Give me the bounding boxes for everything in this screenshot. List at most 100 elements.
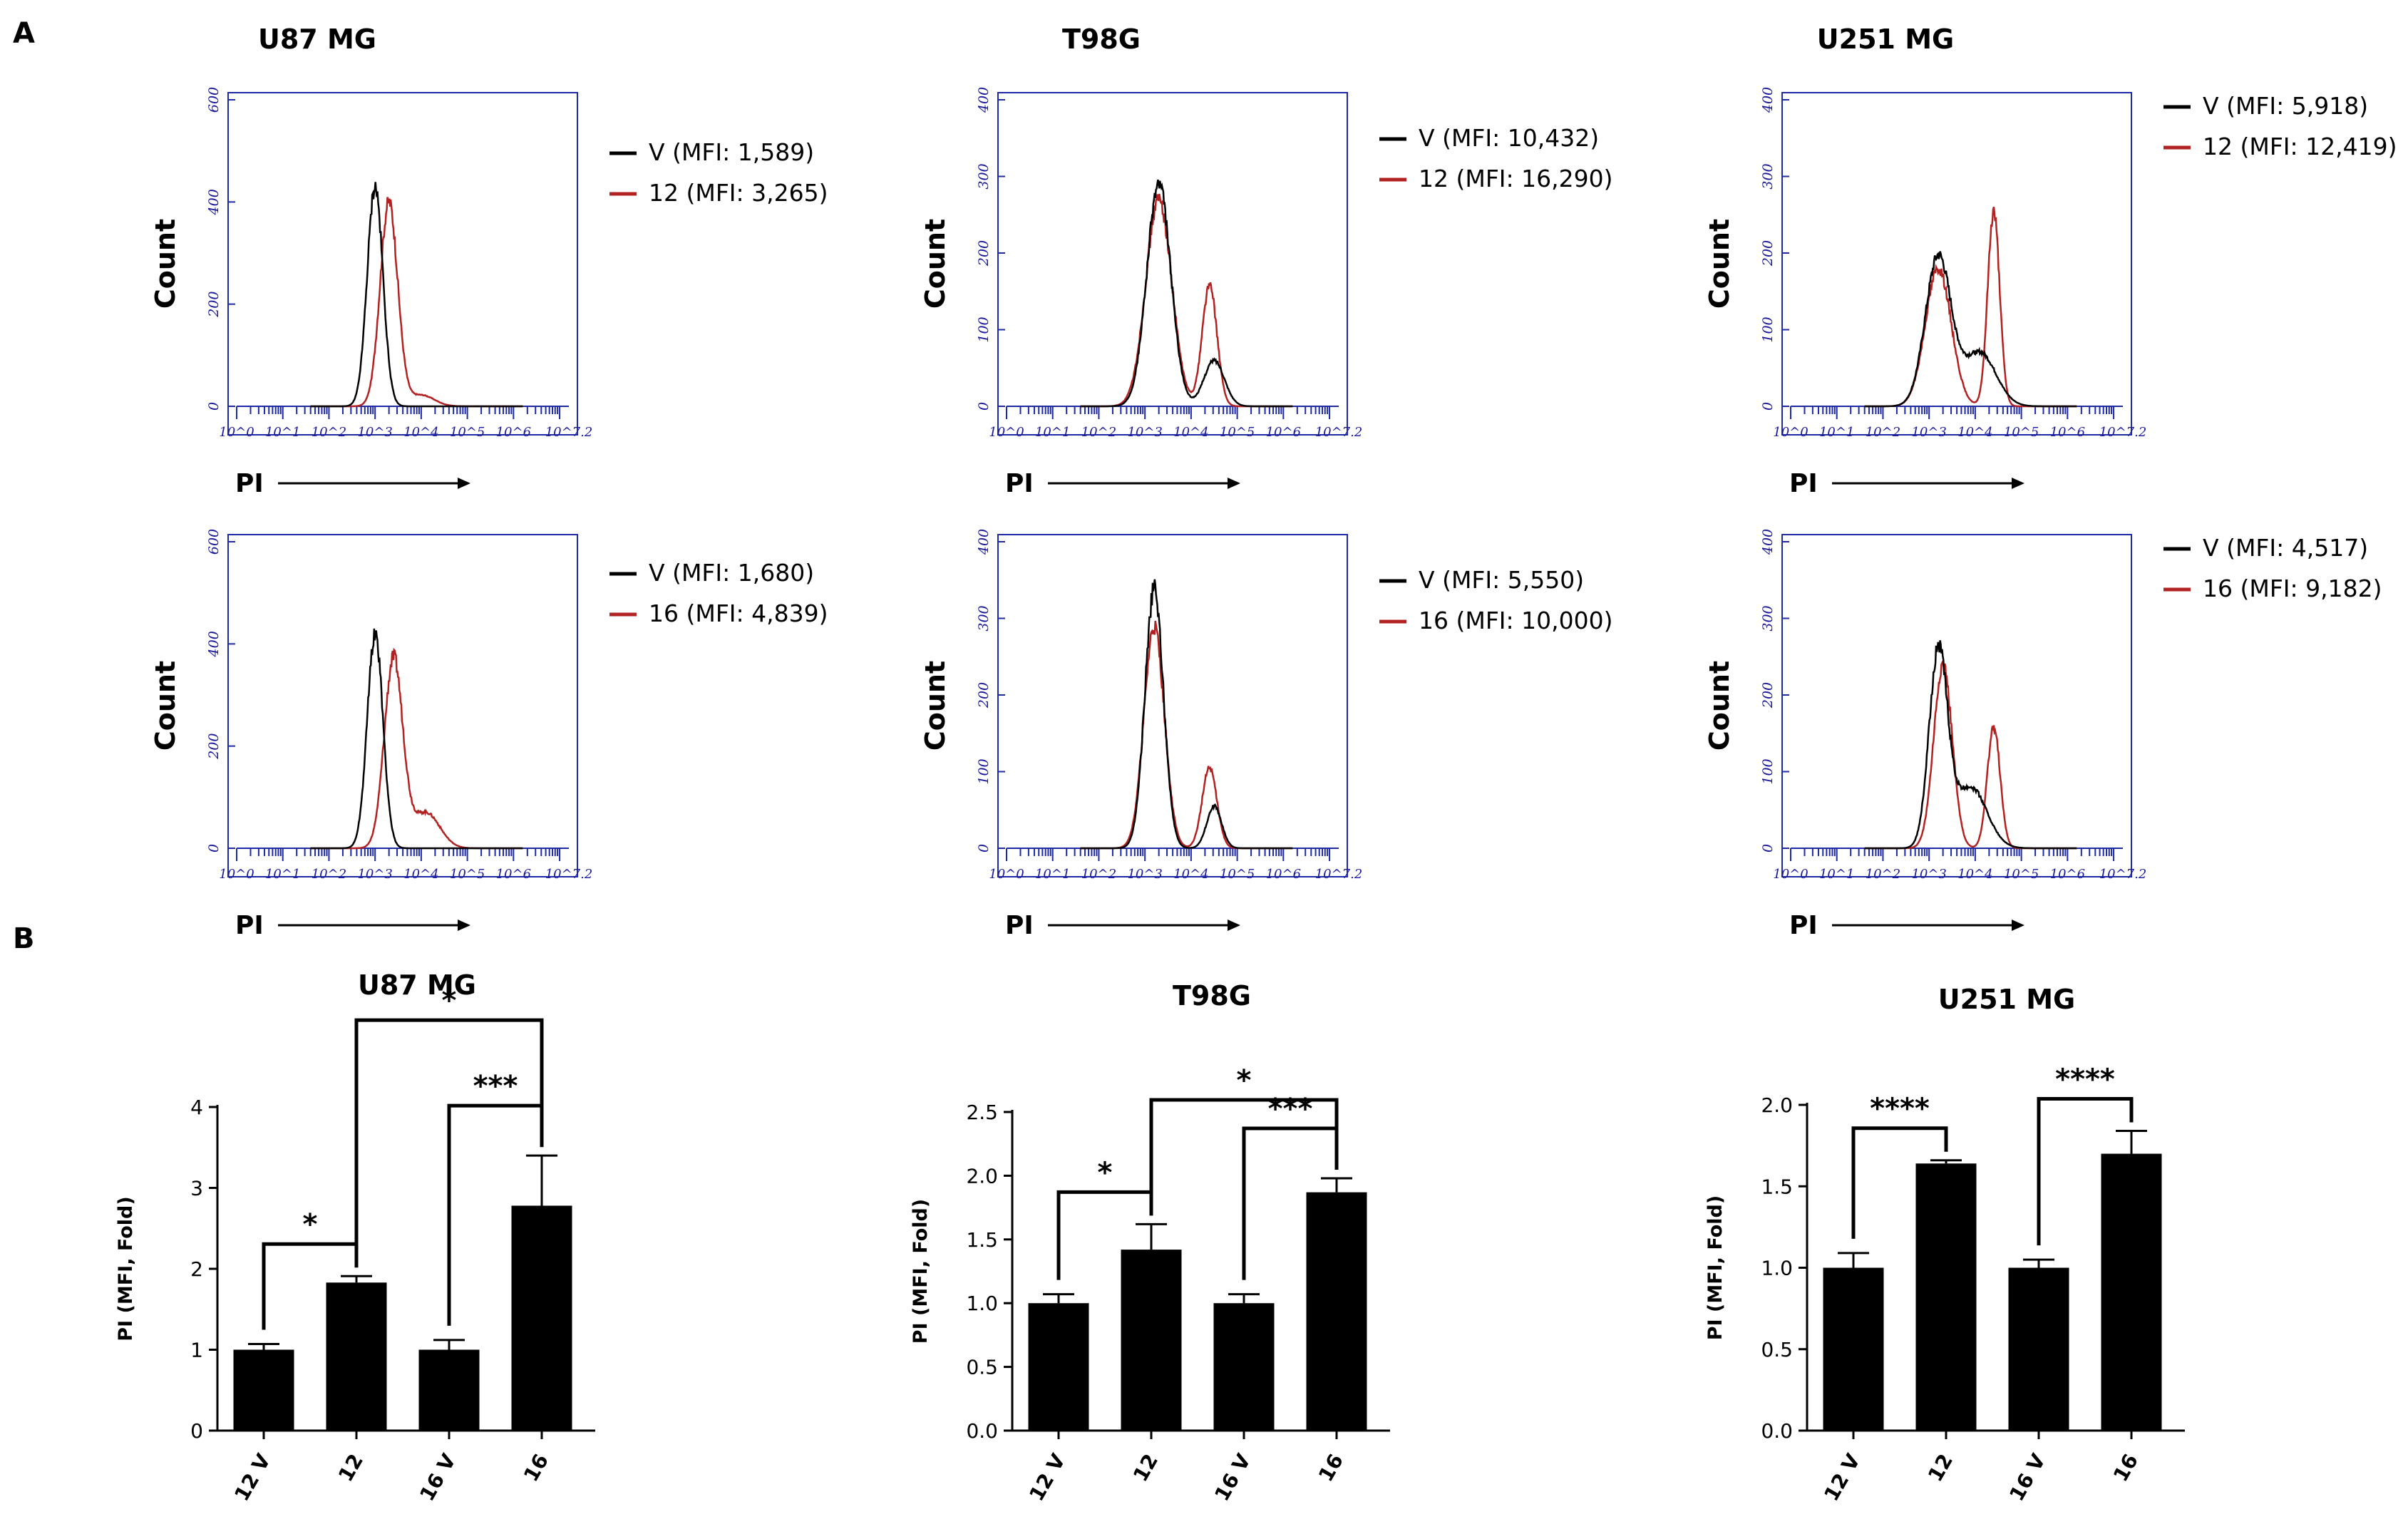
bar [1915, 1163, 1977, 1431]
x-tick-label: 10^0 [219, 867, 254, 882]
x-tick-label: 10^0 [219, 425, 254, 440]
x-tick-label: 10^1 [1035, 867, 1070, 882]
pi-arrow-head [458, 478, 470, 489]
x-tick-label: 12 V [1819, 1450, 1865, 1505]
y-tick-label: 0 [1760, 402, 1776, 411]
y-tick-label: 2.0 [966, 1164, 998, 1188]
pi-arrow-head [2012, 920, 2024, 931]
count-axis-label: Count [920, 661, 951, 751]
y-tick-label: 3 [190, 1177, 203, 1200]
y-tick-label: 600 [206, 529, 222, 555]
x-tick-label: 10^6 [1266, 867, 1301, 882]
histogram-panel-4: 0 200 400 600 10^0 10^1 10^2 10^3 10^4 10^5 10^6 10… [150, 529, 828, 940]
bar [233, 1349, 294, 1431]
x-tick-label: 10^1 [1819, 867, 1854, 882]
vehicle-histogram-curve [310, 182, 523, 408]
x-tick-label: 16 [519, 1450, 553, 1486]
pi-axis-label: PI [235, 469, 264, 498]
y-tick-label: 0 [206, 402, 222, 411]
x-tick-label: 10^2 [1081, 867, 1116, 882]
pi-axis-label: PI [1789, 469, 1818, 498]
histogram-panel-6: 0 100 200 300 400 10^0 10^1 10^2 10^3 10^4 10^5 10^… [1704, 529, 2382, 940]
x-tick-label: 16 V [2005, 1450, 2050, 1505]
plot-frame [227, 534, 578, 877]
x-tick-label: 10^0 [1773, 867, 1808, 882]
y-tick-label: 200 [206, 292, 222, 318]
y-tick-label: 400 [976, 529, 992, 555]
x-tick-label: 12 [334, 1450, 368, 1486]
legend-vehicle: V (MFI: 1,589) [649, 138, 814, 166]
y-axis-label: PI (MFI, Fold) [115, 1196, 137, 1341]
y-tick-label: 2 [190, 1257, 203, 1281]
legend-vehicle: V (MFI: 10,432) [1419, 124, 1599, 152]
vehicle-histogram-curve [1864, 251, 2077, 408]
legend-treated: 12 (MFI: 3,265) [649, 179, 828, 207]
vehicle-histogram-curve [1864, 640, 2077, 850]
vehicle-histogram-curve [1080, 179, 1293, 408]
pi-arrow-head [1228, 920, 1240, 931]
y-tick-label: 2.5 [966, 1101, 998, 1124]
pi-axis-label: PI [1789, 911, 1818, 940]
legend-treated: 12 (MFI: 12,419) [2203, 133, 2397, 160]
x-tick-label: 10^5 [1220, 425, 1255, 440]
y-tick-label: 400 [1760, 529, 1776, 555]
x-tick-label: 10^5 [450, 425, 485, 440]
x-tick-label: 10^5 [450, 867, 485, 882]
x-tick-label: 10^4 [1173, 867, 1208, 882]
y-tick-label: 200 [206, 733, 222, 760]
x-tick-label: 10^0 [989, 867, 1024, 882]
plot-frame [997, 534, 1348, 877]
x-tick-label: 10^6 [2050, 425, 2085, 440]
x-tick-label: 10^3 [357, 425, 392, 440]
x-tick-label: 10^4 [1173, 425, 1208, 440]
x-tick-label: 10^1 [1819, 425, 1854, 440]
y-tick-label: 0 [1760, 844, 1776, 853]
y-tick-label: 400 [1760, 87, 1776, 113]
x-tick-label: 10^4 [403, 425, 438, 440]
significance-bracket [1242, 1126, 1339, 1280]
x-tick-label: 16 V [415, 1450, 460, 1505]
legend-vehicle: V (MFI: 4,517) [2203, 534, 2368, 562]
y-tick-label: 100 [976, 758, 992, 784]
y-tick-label: 0.5 [966, 1356, 998, 1379]
histogram-panel-2: T98G 0 100 200 300 400 10^0 10^1 10^2 10^3 10^4 10^… [920, 24, 1613, 498]
pi-arrow-head [458, 920, 470, 931]
bar-chart-title: T98G [1173, 980, 1251, 1011]
y-tick-label: 0 [190, 1419, 203, 1443]
x-tick-label: 10^4 [1957, 867, 1992, 882]
bar [1121, 1250, 1182, 1431]
y-tick-label: 100 [1760, 758, 1776, 784]
treated-histogram-curve [1864, 659, 2077, 850]
y-axis-label: PI (MFI, Fold) [910, 1199, 932, 1344]
legend-treated: 16 (MFI: 9,182) [2203, 575, 2382, 602]
x-tick-label: 10^3 [357, 867, 392, 882]
x-tick-label: 12 [1128, 1450, 1163, 1486]
y-tick-label: 0.0 [1761, 1419, 1793, 1443]
x-tick-label: 16 [1314, 1450, 1348, 1486]
y-tick-label: 300 [976, 163, 992, 189]
count-axis-label: Count [1704, 661, 1735, 751]
x-tick-label: 12 V [230, 1450, 275, 1505]
x-tick-label: 10^7.2 [545, 867, 593, 882]
bar [2101, 1153, 2162, 1431]
histogram-panel-5: 0 100 200 300 400 10^0 10^1 10^2 10^3 10^4 10^5 10^… [920, 529, 1613, 940]
y-axis-label: PI (MFI, Fold) [1704, 1195, 1727, 1340]
y-tick-label: 4 [190, 1096, 203, 1119]
legend-vehicle: V (MFI: 5,918) [2203, 92, 2368, 120]
panel-label-b: B [13, 922, 35, 955]
pi-axis-label: PI [1005, 469, 1034, 498]
count-axis-label: Count [1704, 219, 1735, 309]
x-tick-label: 10^6 [496, 425, 531, 440]
significance-label: * [1237, 1064, 1252, 1097]
x-tick-label: 10^7.2 [2099, 867, 2147, 882]
x-tick-label: 10^6 [1266, 425, 1301, 440]
bar [418, 1349, 480, 1431]
significance-label: *** [473, 1070, 518, 1103]
treated-histogram-curve [1080, 620, 1293, 850]
histogram-panel-1: U87 MG 0 200 400 600 10^0 10^1 10^2 10^3 10^4 10^5… [150, 24, 828, 498]
x-tick-label: 10^3 [1911, 425, 1946, 440]
x-tick-label: 12 V [1024, 1450, 1070, 1505]
y-tick-label: 1.0 [1761, 1257, 1793, 1280]
x-tick-label: 10^3 [1127, 867, 1162, 882]
y-tick-label: 0 [976, 402, 992, 411]
